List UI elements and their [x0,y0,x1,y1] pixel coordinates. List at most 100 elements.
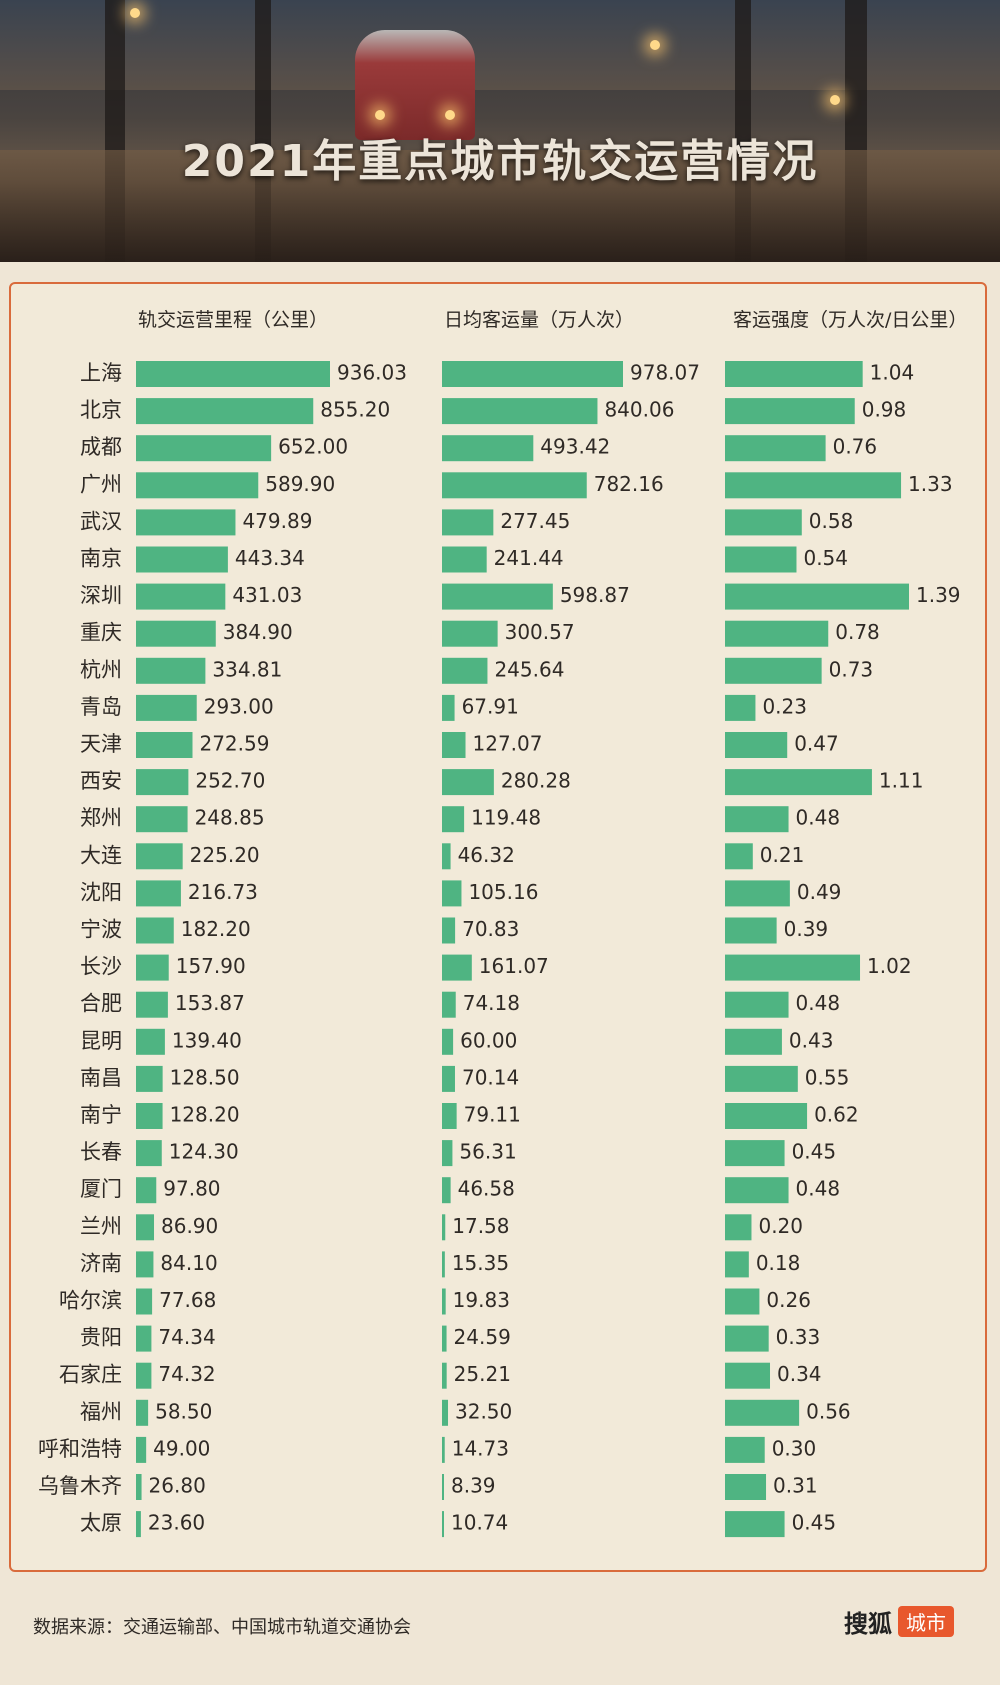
category-label: 杭州 [80,658,122,682]
brand-text: 搜狐 [844,1609,892,1638]
bar [136,1325,152,1352]
value-label: 8.39 [451,1474,496,1498]
value-label: 0.45 [792,1511,837,1535]
category-label: 南京 [80,547,122,571]
value-label: 105.16 [468,880,538,904]
bar [725,509,802,536]
category-label: 贵阳 [80,1326,122,1350]
value-label: 0.62 [814,1103,859,1127]
bar [136,843,183,870]
value-label: 161.07 [479,954,549,978]
value-label: 97.80 [163,1177,220,1201]
value-label: 216.73 [188,880,258,904]
value-label: 139.40 [172,1028,242,1052]
category-label: 上海 [80,361,122,385]
bar [725,1474,767,1500]
bar [725,917,777,944]
value-label: 84.10 [160,1251,217,1275]
bar [442,472,587,499]
value-label: 245.64 [494,657,564,681]
bar [136,732,193,758]
value-label: 74.34 [158,1325,215,1349]
train-headlight [445,110,455,120]
value-label: 67.91 [462,694,519,718]
value-label: 479.89 [242,509,312,533]
value-label: 1.02 [867,954,912,978]
bar [442,1177,451,1204]
bar [136,1028,165,1055]
value-label: 0.78 [835,620,880,644]
value-label: 24.59 [454,1325,511,1349]
bar [725,1214,752,1241]
value-label: 17.58 [452,1214,509,1238]
value-label: 86.90 [161,1214,218,1238]
value-label: 0.58 [809,509,854,533]
value-label: 272.59 [199,732,269,756]
category-label: 郑州 [80,806,122,830]
page-title: 2021年重点城市轨交运营情况 [181,136,819,187]
bar [442,509,494,536]
value-label: 157.90 [176,954,246,978]
bar [136,1474,142,1500]
bar [725,806,789,833]
value-label: 443.34 [235,546,305,570]
value-label: 277.45 [500,509,570,533]
train-headlight [375,110,385,120]
value-label: 0.20 [758,1214,803,1238]
value-label: 1.11 [879,769,924,793]
category-label: 西安 [80,769,122,793]
category-label: 昆明 [80,1029,122,1053]
value-label: 0.47 [794,732,839,756]
bar [136,954,169,981]
value-label: 127.07 [473,732,543,756]
category-label: 厦门 [80,1177,122,1201]
bar [136,1065,163,1092]
bar [442,546,487,573]
value-label: 384.90 [223,620,293,644]
category-label: 广州 [80,472,122,496]
value-label: 124.30 [169,1140,239,1164]
category-label: 沈阳 [80,880,122,904]
bar [136,657,206,684]
bar [136,806,188,833]
bar [442,769,494,796]
value-label: 0.76 [833,435,878,459]
value-label: 280.28 [501,769,571,793]
bar [725,361,863,387]
value-label: 46.32 [458,843,515,867]
value-label: 26.80 [149,1474,206,1498]
bar [725,1103,808,1129]
value-label: 77.68 [159,1288,216,1312]
value-label: 0.30 [772,1436,817,1460]
value-label: 1.39 [916,583,961,607]
bar [136,1399,149,1426]
bar [442,880,462,907]
bar [136,1436,147,1463]
bar [725,1436,765,1463]
bar [136,1103,163,1129]
category-label: 福州 [80,1400,122,1424]
bar [725,1288,760,1315]
bar [136,1288,153,1315]
bar [442,1474,444,1500]
bar [442,917,456,944]
brand-badge: 城市 [898,1605,954,1637]
data-source: 数据来源：交通运输部、中国城市轨道交通协会 [33,1617,411,1638]
value-label: 0.26 [766,1288,811,1312]
value-label: 74.18 [463,991,520,1015]
value-label: 58.50 [155,1399,212,1423]
bar [725,1177,789,1204]
category-label: 哈尔滨 [59,1289,122,1313]
value-label: 0.48 [796,991,841,1015]
value-label: 0.56 [806,1399,851,1423]
value-label: 0.45 [792,1140,837,1164]
bar [725,1399,800,1426]
rail-tracks [0,150,1000,262]
value-label: 293.00 [204,694,274,718]
value-label: 10.74 [451,1511,508,1535]
value-label: 70.83 [462,917,519,941]
value-label: 493.42 [540,435,610,459]
bar [136,1251,154,1278]
value-label: 1.33 [908,472,953,496]
